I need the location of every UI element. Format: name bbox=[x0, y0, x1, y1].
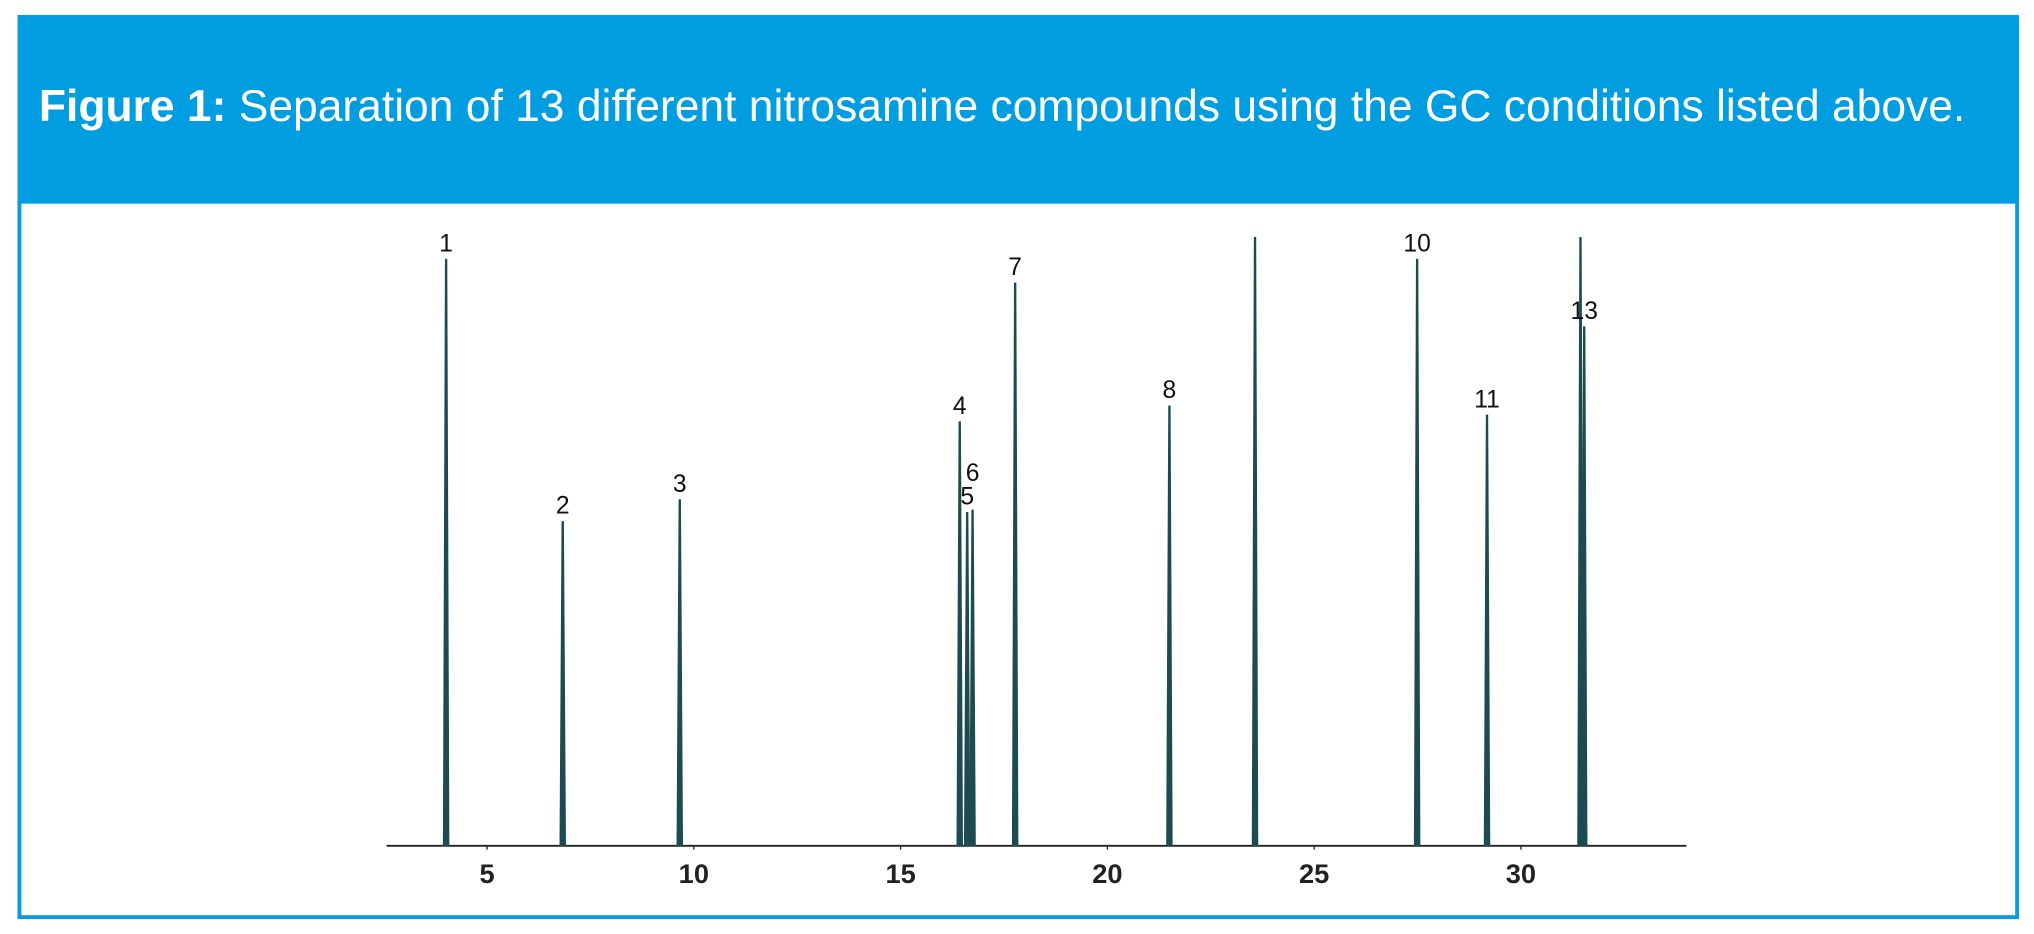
figure-label: Figure 1: bbox=[39, 82, 226, 131]
peak-label: 6 bbox=[966, 460, 980, 487]
peak bbox=[559, 521, 566, 847]
x-tick-label: 10 bbox=[679, 858, 709, 889]
peak-label: 4 bbox=[953, 393, 967, 420]
figure-caption: Separation of 13 different nitrosamine c… bbox=[239, 82, 1966, 131]
peak-label: 8 bbox=[1163, 377, 1177, 404]
peak bbox=[1251, 237, 1259, 847]
x-tick-label: 30 bbox=[1506, 858, 1536, 889]
peak-label: 7 bbox=[1008, 254, 1022, 281]
x-tick-label: 15 bbox=[885, 858, 915, 889]
peak bbox=[1413, 258, 1421, 847]
peak bbox=[676, 499, 684, 847]
x-tick-label: 5 bbox=[479, 858, 494, 889]
x-tick-label: 25 bbox=[1299, 858, 1329, 889]
peak bbox=[1011, 282, 1019, 847]
peak-label: 1 bbox=[439, 231, 453, 258]
peak bbox=[969, 509, 976, 847]
peak-label: 10 bbox=[1403, 231, 1430, 258]
peak bbox=[442, 258, 450, 847]
peak bbox=[1483, 414, 1491, 847]
peak bbox=[1166, 405, 1173, 847]
x-tick-label: 20 bbox=[1092, 858, 1122, 889]
peak-label: 11 bbox=[1474, 386, 1500, 413]
peak bbox=[1580, 326, 1588, 847]
peak-label: 2 bbox=[556, 493, 570, 520]
header-band bbox=[19, 16, 2018, 204]
peak-label: 13 bbox=[1571, 298, 1598, 325]
figure-title: Figure 1: Separation of 13 different nit… bbox=[39, 82, 1965, 131]
peak bbox=[963, 511, 971, 847]
peak-label: 3 bbox=[673, 471, 687, 498]
peak bbox=[956, 421, 963, 847]
peak-label: 5 bbox=[960, 484, 974, 511]
